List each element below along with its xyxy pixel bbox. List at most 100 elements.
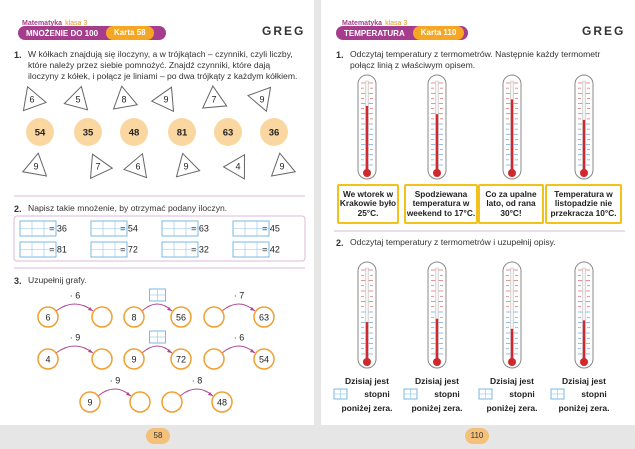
mercury (365, 105, 369, 171)
triangle (201, 85, 228, 109)
triangle (270, 152, 297, 177)
mercury (510, 328, 514, 360)
graph-node (91, 306, 113, 328)
triangle (63, 85, 89, 111)
triangle-shape (22, 85, 47, 112)
subject: Matematyka (22, 20, 63, 27)
topic-bar: TEMPERATURA Karta 110 (336, 26, 468, 40)
factor: 7 (95, 161, 100, 171)
arrow-head (250, 349, 255, 353)
mercury (435, 114, 439, 171)
bulb (508, 358, 516, 366)
product-circle (26, 118, 54, 146)
caption-line: Dzisiaj jest (490, 376, 534, 386)
graph-node (37, 348, 59, 370)
bulb (363, 169, 371, 177)
grade: klasa 3 (65, 20, 88, 27)
bulb (363, 358, 371, 366)
mercury (582, 320, 586, 360)
graph-value: 9 (87, 397, 92, 407)
arrow-head (88, 349, 93, 353)
product: 35 (83, 128, 94, 139)
factor: 5 (75, 94, 80, 104)
header-meta: Matematyka klasa 3 (342, 12, 407, 30)
graph-node (253, 306, 275, 328)
graph-value: 54 (259, 354, 269, 364)
graph-arrow (55, 303, 94, 312)
graph-node (91, 348, 113, 370)
factor: 9 (163, 94, 168, 104)
graph-operator: · 9 (110, 375, 121, 385)
task-text: W kółkach znajdują się iloczyny, a w tró… (28, 49, 298, 81)
graph-operator: · 9 (70, 332, 81, 342)
factor: 9 (259, 94, 264, 104)
description: Temperatura w listopadzie nie przekracza… (545, 184, 622, 224)
graph-node (170, 348, 192, 370)
subject: Matematyka (342, 20, 383, 27)
graph-node (79, 391, 101, 413)
product-equation: = 63 (191, 223, 209, 233)
grade: klasa 3 (385, 20, 408, 27)
product-circle (260, 118, 288, 146)
product-circle (120, 118, 148, 146)
product-equation: = 42 (262, 244, 280, 254)
task-number: 1. (14, 50, 22, 60)
mercury (365, 322, 369, 360)
graph-value: 4 (45, 354, 50, 364)
triangle (150, 86, 175, 113)
product: 48 (129, 128, 140, 139)
product: 54 (35, 128, 46, 139)
card: Karta 110 (412, 26, 465, 40)
page-number: 110 (465, 428, 489, 444)
caption-line: poniżej zera. (411, 403, 463, 413)
bulb (433, 169, 441, 177)
triangle-shape (150, 86, 175, 113)
graph-arrow (55, 345, 94, 354)
topic-bar: MNOŻENIE DO 100 Karta 58 (18, 26, 166, 40)
description: We wtorek w Krakowie było 25°C. (337, 184, 399, 224)
triangle-shape (222, 153, 246, 180)
task-text: Odczytaj temperatury z termometrów. Nast… (350, 49, 601, 70)
caption-line: stopni (509, 389, 535, 399)
header-meta: Matematyka klasa 3 (22, 12, 87, 30)
triangle-shape (112, 85, 139, 110)
factor: 7 (211, 94, 216, 104)
triangle-shape (89, 153, 114, 180)
arrow-head (167, 349, 172, 353)
graph-value: 6 (45, 312, 50, 322)
arrow-head (167, 307, 172, 311)
brand: GREG (582, 24, 626, 38)
product-equation: = 72 (120, 244, 138, 254)
description: Spodziewana temperatura w weekend to 17°… (404, 184, 478, 224)
caption-line: stopni (581, 389, 607, 399)
triangle (112, 85, 139, 110)
triangle (89, 153, 114, 180)
bulb (580, 358, 588, 366)
task-text: Napisz takie mnożenie, by otrzymać podan… (28, 203, 228, 213)
product: 63 (223, 128, 234, 139)
graph-operator: · 7 (234, 290, 245, 300)
product: 36 (269, 128, 280, 139)
caption-line: stopni (434, 389, 460, 399)
caption-line: Dzisiaj jest (415, 376, 459, 386)
factor: 6 (135, 161, 140, 171)
graph-node (211, 391, 233, 413)
topic: MNOŻENIE DO 100 (26, 28, 99, 38)
factor: 9 (183, 161, 188, 171)
triangle (123, 152, 148, 179)
graph-value: 63 (259, 312, 269, 322)
graph-operator: · 6 (234, 332, 245, 342)
triangle-shape (123, 152, 148, 179)
mercury (582, 119, 586, 171)
caption-line: poniżej zera. (341, 403, 393, 413)
graph-node (123, 348, 145, 370)
graph-value: 72 (176, 354, 186, 364)
task-number: 1. (336, 50, 344, 60)
product-equation: = 32 (191, 244, 209, 254)
task-text: Uzupełnij grafy. (28, 275, 87, 285)
triangle (175, 152, 201, 178)
graph-node (170, 306, 192, 328)
factor: 4 (235, 161, 240, 171)
